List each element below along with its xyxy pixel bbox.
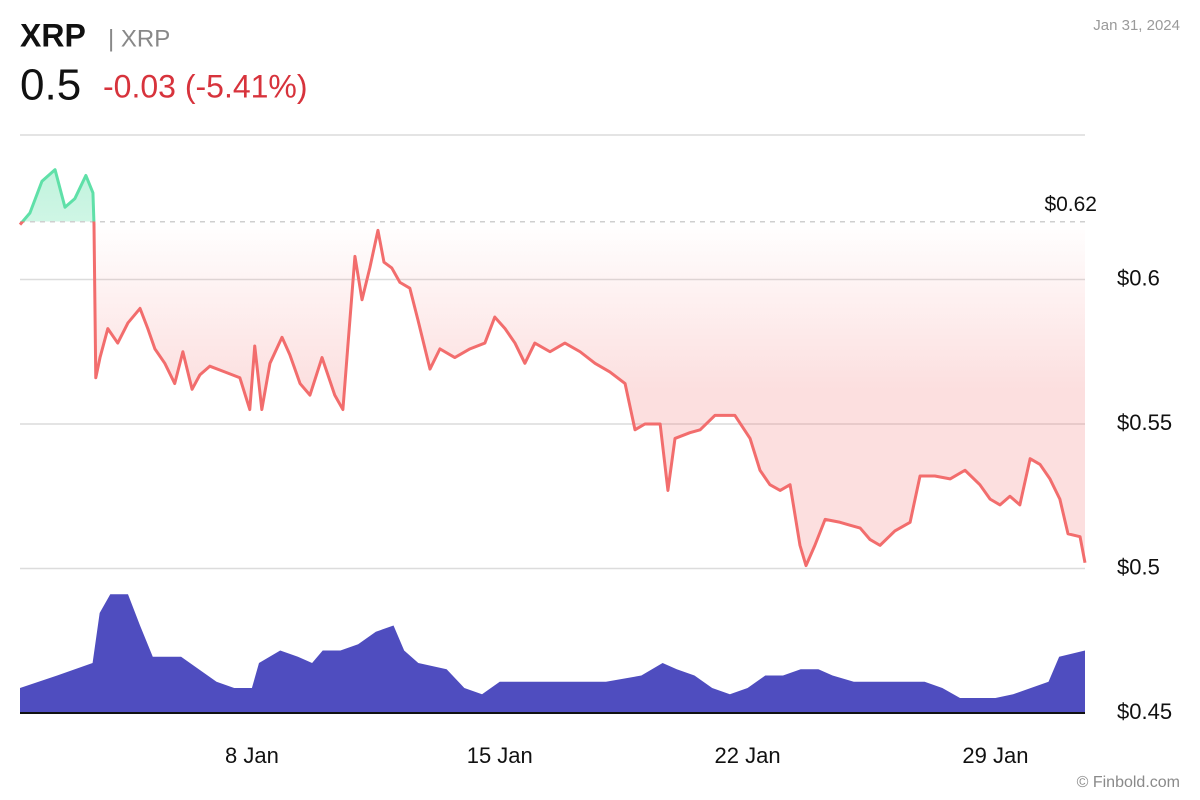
price: 0.5	[20, 61, 81, 110]
symbol: XRP	[20, 17, 86, 53]
date: Jan 31, 2024	[1093, 17, 1180, 34]
x-tick-label: 22 Jan	[715, 743, 781, 768]
y-tick-label: $0.45	[1117, 699, 1172, 724]
baseline-label: $0.62	[1044, 193, 1097, 216]
y-tick-label: $0.5	[1117, 554, 1160, 579]
volume-area	[20, 594, 1085, 713]
asset-name: | XRP	[108, 25, 170, 52]
credit: © Finbold.com	[1077, 774, 1180, 791]
y-tick-label: $0.55	[1117, 410, 1172, 435]
price-area	[20, 169, 1085, 566]
x-tick-label: 15 Jan	[467, 743, 533, 768]
x-tick-label: 8 Jan	[225, 743, 279, 768]
price-change: -0.03 (-5.41%)	[103, 68, 308, 104]
y-tick-label: $0.6	[1117, 265, 1160, 290]
x-tick-label: 29 Jan	[962, 743, 1028, 768]
price-line	[18, 168, 1087, 568]
